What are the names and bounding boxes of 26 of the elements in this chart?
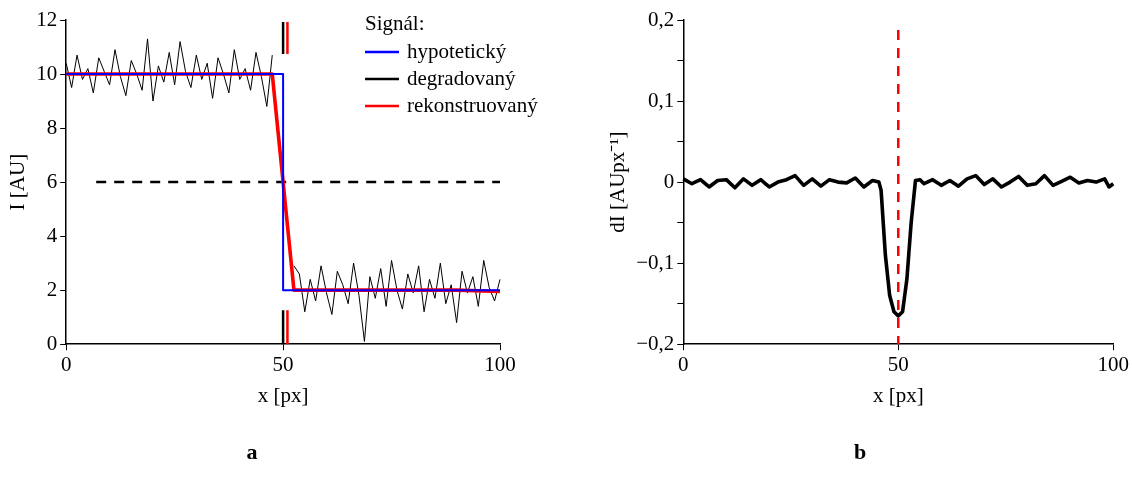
legend-label: hypotetický <box>407 38 507 63</box>
y-tick-label: 12 <box>36 6 58 31</box>
y-tick-label: −0,1 <box>636 249 675 274</box>
text: b <box>853 439 867 465</box>
y-tick-label: 0 <box>46 330 58 355</box>
y-tick-label: 0,1 <box>648 87 675 112</box>
x-tick-label: 50 <box>272 352 294 377</box>
y-axis-title: I [AU] <box>5 153 30 211</box>
y-tick-label: 8 <box>46 114 58 139</box>
x-tick-label: 100 <box>484 352 516 377</box>
y-tick-label: 10 <box>36 60 58 85</box>
y-tick-label: 0,2 <box>648 6 675 31</box>
legend-title: Signál: <box>365 10 425 35</box>
x-axis-title: x [px] <box>872 382 924 407</box>
legend-label: rekonstruovaný <box>407 92 539 117</box>
y-tick-label: −0,2 <box>636 330 675 355</box>
legend-label: degradovaný <box>407 65 516 90</box>
x-axis-title: x [px] <box>257 382 309 407</box>
text: a <box>246 439 258 465</box>
y-axis-title: dI [AUpx⁻¹] <box>605 131 630 233</box>
y-tick-label: 4 <box>46 222 58 247</box>
x-tick-label: 100 <box>1097 352 1129 377</box>
y-tick-label: 2 <box>46 276 58 301</box>
y-tick-label: 0 <box>663 168 675 193</box>
x-tick-label: 50 <box>887 352 909 377</box>
y-tick-label: 6 <box>46 168 58 193</box>
